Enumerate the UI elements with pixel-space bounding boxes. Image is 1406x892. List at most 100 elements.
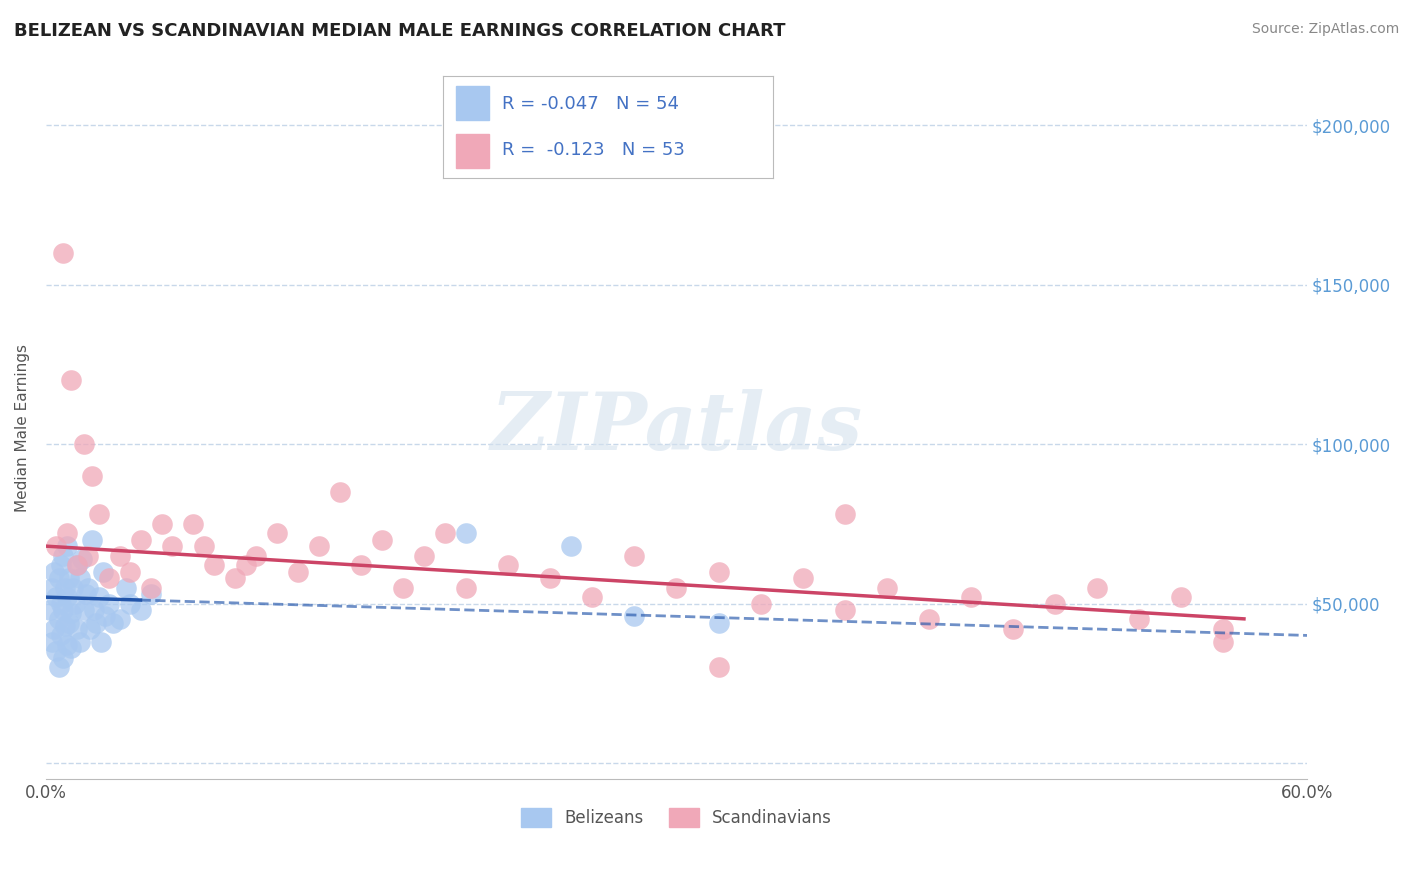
Point (98, 597, 121, 611)
Point (434, 526, 457, 541)
Point (83, 603, 105, 617)
Point (94, 609, 117, 624)
Point (87, 590, 110, 604)
Point (108, 612, 131, 626)
Point (73, 603, 96, 617)
Point (456, 581, 478, 595)
Point (707, 615, 730, 630)
Point (1212, 635, 1234, 649)
Point (77, 549, 100, 563)
Point (224, 571, 246, 585)
Point (86, 615, 108, 630)
Point (66, 558, 89, 573)
Point (287, 565, 309, 579)
Point (62, 581, 84, 595)
Point (623, 609, 645, 624)
Point (91, 565, 114, 579)
Point (60, 606, 83, 620)
Point (581, 590, 603, 604)
Point (129, 603, 152, 617)
Point (56, 526, 79, 541)
Point (41, 581, 63, 595)
Point (58, 615, 80, 630)
Text: Source: ZipAtlas.com: Source: ZipAtlas.com (1251, 22, 1399, 37)
Point (60, 373, 83, 387)
Bar (456, 87, 489, 120)
Point (90, 635, 112, 649)
Y-axis label: Median Male Earnings: Median Male Earnings (15, 344, 30, 512)
Point (235, 558, 257, 573)
Point (52, 603, 75, 617)
Point (139, 587, 162, 601)
Point (39, 603, 62, 617)
Point (959, 590, 981, 604)
Point (49, 628, 72, 642)
Point (48, 571, 70, 585)
Point (79, 622, 101, 636)
Point (792, 571, 814, 585)
Point (749, 597, 772, 611)
Point (1170, 590, 1192, 604)
Point (49, 558, 72, 573)
Point (1212, 622, 1234, 636)
Point (52, 549, 75, 563)
Point (456, 526, 478, 541)
Bar (456, 135, 489, 168)
Point (118, 597, 141, 611)
Point (876, 581, 898, 595)
Point (1128, 612, 1150, 626)
Point (53, 581, 76, 595)
Point (329, 485, 352, 500)
Point (56, 539, 79, 553)
Point (98, 571, 121, 585)
Point (45, 590, 67, 604)
Point (45, 539, 67, 553)
Point (70, 552, 93, 566)
Point (60, 641, 83, 656)
Point (118, 565, 141, 579)
Point (82, 469, 104, 483)
Point (103, 615, 125, 630)
Point (834, 603, 856, 617)
Point (65, 597, 87, 611)
Text: BELIZEAN VS SCANDINAVIAN MEDIAN MALE EARNINGS CORRELATION CHART: BELIZEAN VS SCANDINAVIAN MEDIAN MALE EAR… (14, 22, 786, 40)
Point (707, 565, 730, 579)
Point (1043, 597, 1066, 611)
Point (41, 635, 63, 649)
Point (129, 533, 152, 547)
Point (834, 508, 856, 522)
Point (139, 581, 162, 595)
Point (58, 571, 80, 585)
Text: R =  -0.123   N = 53: R = -0.123 N = 53 (502, 141, 685, 159)
Legend: Belizeans, Scandinavians: Belizeans, Scandinavians (515, 802, 838, 834)
Point (66, 558, 89, 573)
Point (266, 526, 288, 541)
Point (66, 622, 89, 636)
Point (45, 644, 67, 658)
Point (707, 660, 730, 674)
Point (150, 516, 173, 531)
Point (538, 571, 561, 585)
Point (350, 558, 373, 573)
Point (108, 549, 131, 563)
Point (308, 539, 330, 553)
Point (392, 581, 415, 595)
Point (44, 622, 66, 636)
Point (202, 558, 225, 573)
Point (918, 612, 941, 626)
Point (69, 571, 91, 585)
Point (193, 539, 215, 553)
Point (49, 597, 72, 611)
Point (48, 612, 70, 626)
Point (371, 533, 394, 547)
Point (73, 437, 96, 451)
Point (1085, 581, 1108, 595)
Point (56, 590, 79, 604)
Point (413, 549, 436, 563)
Point (560, 539, 582, 553)
Point (87, 508, 110, 522)
Point (245, 549, 267, 563)
Point (623, 549, 645, 563)
Point (181, 516, 204, 531)
Point (77, 581, 100, 595)
